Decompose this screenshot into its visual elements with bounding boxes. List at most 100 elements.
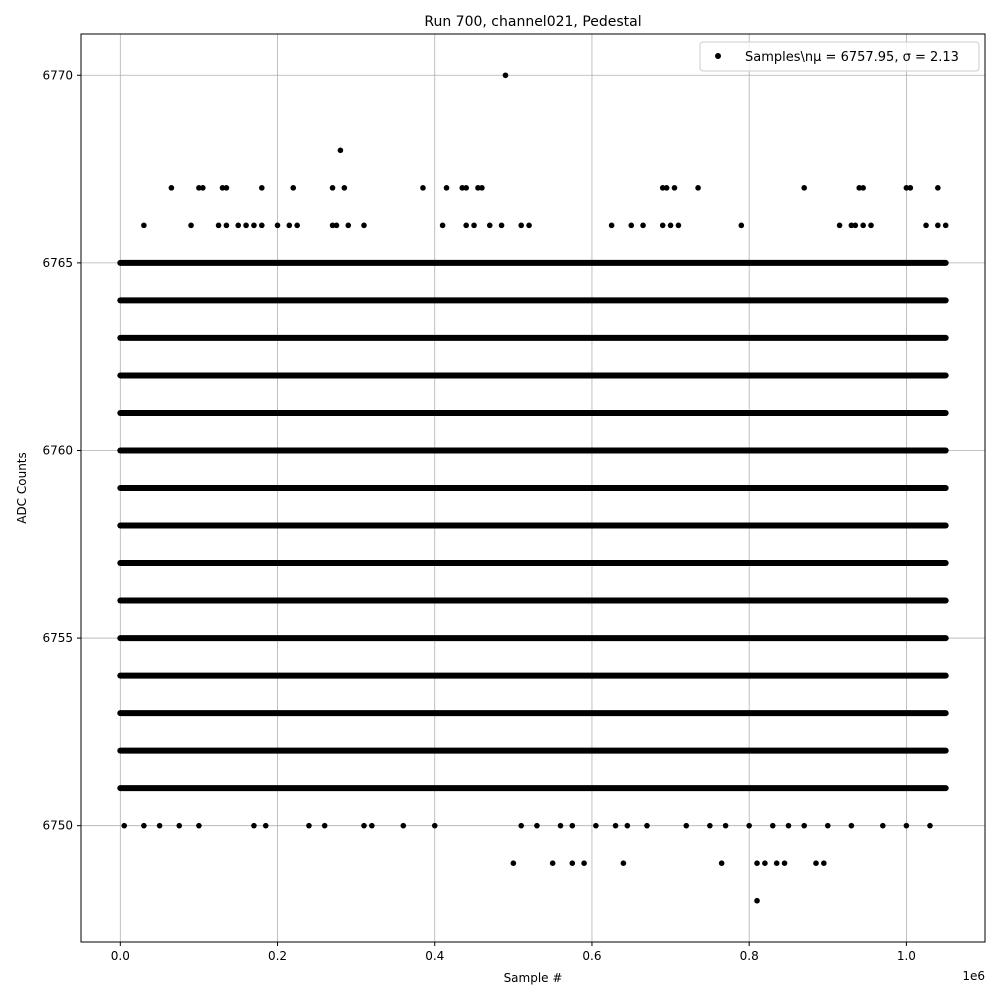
data-point xyxy=(306,822,312,829)
data-point xyxy=(168,185,175,191)
data-point xyxy=(329,222,336,229)
legend-marker xyxy=(715,53,721,59)
data-point xyxy=(223,185,230,191)
data-point xyxy=(459,185,466,191)
data-point xyxy=(463,222,469,229)
data-point xyxy=(443,185,450,191)
data-points xyxy=(117,72,949,904)
data-point xyxy=(773,860,780,867)
x-tick-label: 0.8 xyxy=(740,949,759,963)
data-point xyxy=(486,222,493,229)
data-point xyxy=(746,822,752,829)
data-point xyxy=(534,822,540,829)
data-point xyxy=(754,897,760,904)
data-point xyxy=(663,185,670,191)
data-point xyxy=(781,860,788,867)
data-point xyxy=(223,222,230,229)
data-point xyxy=(903,185,910,191)
data-point xyxy=(286,222,293,229)
data-point xyxy=(608,222,615,229)
data-point xyxy=(569,860,576,867)
x-tick-label: 0.2 xyxy=(268,949,287,963)
data-point xyxy=(785,822,792,829)
data-point xyxy=(659,222,666,229)
data-point xyxy=(400,822,407,829)
data-point xyxy=(824,822,831,829)
data-point xyxy=(628,222,635,229)
data-point xyxy=(644,822,650,829)
data-point xyxy=(927,822,933,829)
data-point xyxy=(333,222,340,229)
legend-label: Samples\nμ = 6757.95, σ = 2.13 xyxy=(745,50,959,65)
data-point xyxy=(196,185,202,191)
data-point xyxy=(251,822,257,829)
data-point xyxy=(274,222,281,229)
data-point xyxy=(836,222,843,229)
data-point xyxy=(156,822,163,829)
data-point xyxy=(754,860,760,867)
y-tick-label: 6770 xyxy=(42,68,73,82)
x-tick-label: 0.0 xyxy=(111,949,130,963)
data-point xyxy=(200,185,206,191)
data-point xyxy=(121,260,128,266)
data-point xyxy=(243,222,249,229)
data-point xyxy=(141,222,147,229)
data-point xyxy=(801,185,807,191)
data-point xyxy=(667,222,674,229)
data-point xyxy=(215,222,222,229)
y-axis-label: ADC Counts xyxy=(15,452,29,524)
data-point xyxy=(923,222,929,229)
data-point xyxy=(431,822,438,829)
data-point xyxy=(801,822,807,829)
data-point xyxy=(475,185,481,191)
data-point xyxy=(557,822,564,829)
data-point xyxy=(369,822,375,829)
chart-title: Run 700, channel021, Pedestal xyxy=(424,14,641,30)
y-tick-label: 6750 xyxy=(42,819,73,833)
data-point xyxy=(219,185,226,191)
y-tick-label: 6765 xyxy=(42,256,73,270)
data-point xyxy=(471,222,477,229)
y-tick-label: 6760 xyxy=(42,443,73,457)
data-point xyxy=(935,222,941,229)
data-point xyxy=(581,860,587,867)
ticks-layer: 0.0 0.2 0.4 0.6 0.8 1.0 6750 6755 6760 6765 6770 xyxy=(42,68,915,963)
legend: Samples\nμ = 6757.95, σ = 2.13 xyxy=(699,41,980,72)
data-point xyxy=(259,222,265,229)
data-point xyxy=(341,185,348,191)
data-point xyxy=(439,222,446,229)
data-point xyxy=(502,72,509,79)
data-point xyxy=(251,222,257,229)
data-point xyxy=(907,185,914,191)
data-point xyxy=(695,185,701,191)
data-point xyxy=(860,222,866,229)
data-point xyxy=(121,822,128,829)
data-point xyxy=(848,222,855,229)
data-point xyxy=(903,822,910,829)
x-tick-label: 1.0 xyxy=(897,949,916,963)
data-point xyxy=(196,822,202,829)
legend-box xyxy=(699,41,980,72)
plot-frame xyxy=(80,33,986,943)
data-point xyxy=(769,822,776,829)
data-point xyxy=(321,822,328,829)
data-point xyxy=(361,822,367,829)
data-point xyxy=(718,860,725,867)
data-point xyxy=(498,222,505,229)
data-point xyxy=(188,222,194,229)
data-point xyxy=(518,222,525,229)
data-point xyxy=(813,860,819,867)
data-point xyxy=(510,860,517,867)
data-point xyxy=(860,185,866,191)
data-point xyxy=(294,222,300,229)
data-point xyxy=(479,185,485,191)
data-point xyxy=(361,222,367,229)
data-point xyxy=(722,822,729,829)
data-point xyxy=(640,222,646,229)
data-point xyxy=(463,185,469,191)
data-point xyxy=(549,860,556,867)
data-point xyxy=(620,860,627,867)
data-point xyxy=(707,822,713,829)
data-point xyxy=(290,185,297,191)
data-point xyxy=(880,822,886,829)
